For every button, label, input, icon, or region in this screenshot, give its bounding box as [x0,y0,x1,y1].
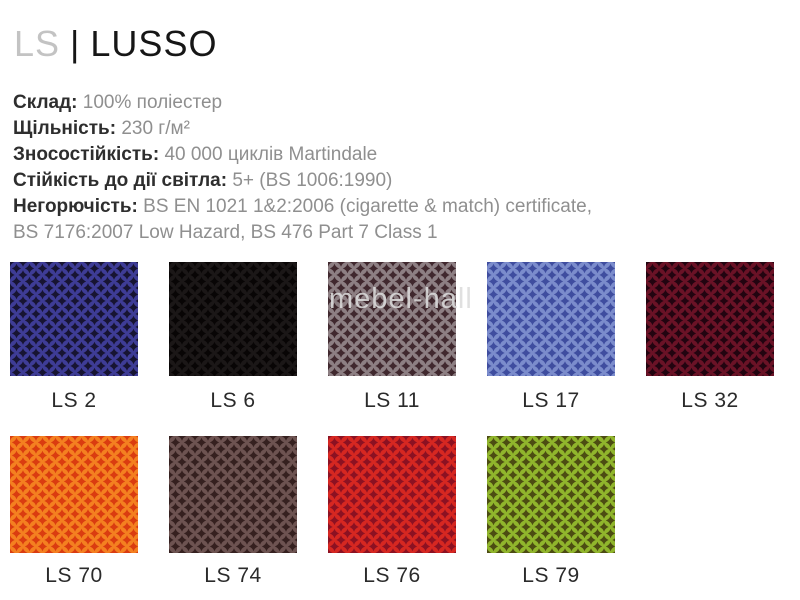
swatch-label: LS 70 [45,564,103,587]
fabric-swatch-ls74 [169,436,297,553]
fabric-swatch-ls76 [328,436,456,553]
swatch-grid: LS 2 LS 6 LS 11 LS 17 LS 32 LS 70 [0,262,800,588]
spec-label: Зносостійкість: [13,144,160,165]
fabric-swatch-ls11 [328,262,456,376]
swatch-cell-ls2: LS 2 [10,262,138,413]
swatch-cell-ls74: LS 74 [169,436,297,588]
fabric-code: LS [14,23,61,64]
swatch-label: LS 11 [364,389,420,412]
title-separator: | [70,23,81,64]
spec-durability: Зносостійкість: 40 000 циклів Martindale [13,142,592,168]
spec-flammability: Негорючість: BS EN 1021 1&2:2006 (cigare… [13,194,592,220]
swatch-label: LS 74 [204,564,262,587]
spec-flammability-cont: BS 7176:2007 Low Hazard, BS 476 Part 7 C… [13,220,592,246]
fabric-swatch-ls17 [487,262,615,376]
swatch-cell-ls6: LS 6 [169,262,297,413]
fabric-name: LUSSO [90,23,218,64]
spec-value: BS 7176:2007 Low Hazard, BS 476 Part 7 C… [13,222,438,243]
spec-value: 40 000 циклів Martindale [164,144,378,165]
spec-list: Склад: 100% поліестер Щільність: 230 г/м… [13,90,592,246]
spec-label: Негорючість: [13,196,138,217]
swatch-cell-ls70: LS 70 [10,436,138,588]
spec-label: Щільність: [13,118,117,139]
swatch-label: LS 76 [363,564,421,587]
swatch-label: LS 32 [681,389,739,412]
spec-value: 5+ (BS 1006:1990) [232,170,393,191]
swatch-label: LS 2 [51,389,97,412]
spec-value: 230 г/м² [121,118,190,139]
fabric-swatch-ls32 [646,262,774,376]
swatch-label: LS 6 [210,389,256,412]
swatch-cell-ls17: LS 17 [487,262,615,413]
spec-lightfastness: Стійкість до дії світла: 5+ (BS 1006:199… [13,168,592,194]
spec-density: Щільність: 230 г/м² [13,116,592,142]
spec-value: BS EN 1021 1&2:2006 (cigarette & match) … [143,196,592,217]
swatch-cell-ls76: LS 76 [328,436,456,588]
spec-label: Склад: [13,92,78,113]
fabric-swatch-ls2 [10,262,138,376]
swatch-cell-ls11: LS 11 [328,262,456,413]
fabric-swatch-ls79 [487,436,615,553]
spec-value: 100% поліестер [82,92,223,113]
fabric-swatch-ls70 [10,436,138,553]
fabric-swatch-ls6 [169,262,297,376]
swatch-cell-ls79: LS 79 [487,436,615,588]
spec-composition: Склад: 100% поліестер [13,90,592,116]
swatch-row-1: LS 2 LS 6 LS 11 LS 17 LS 32 [0,262,800,413]
swatch-label: LS 17 [522,389,580,412]
swatch-cell-ls32: LS 32 [646,262,774,413]
swatch-row-2: LS 70 LS 74 LS 76 LS 79 [0,436,800,588]
spec-label: Стійкість до дії світла: [13,170,228,191]
swatch-label: LS 79 [522,564,580,587]
page-title: LS | LUSSO [14,24,217,64]
